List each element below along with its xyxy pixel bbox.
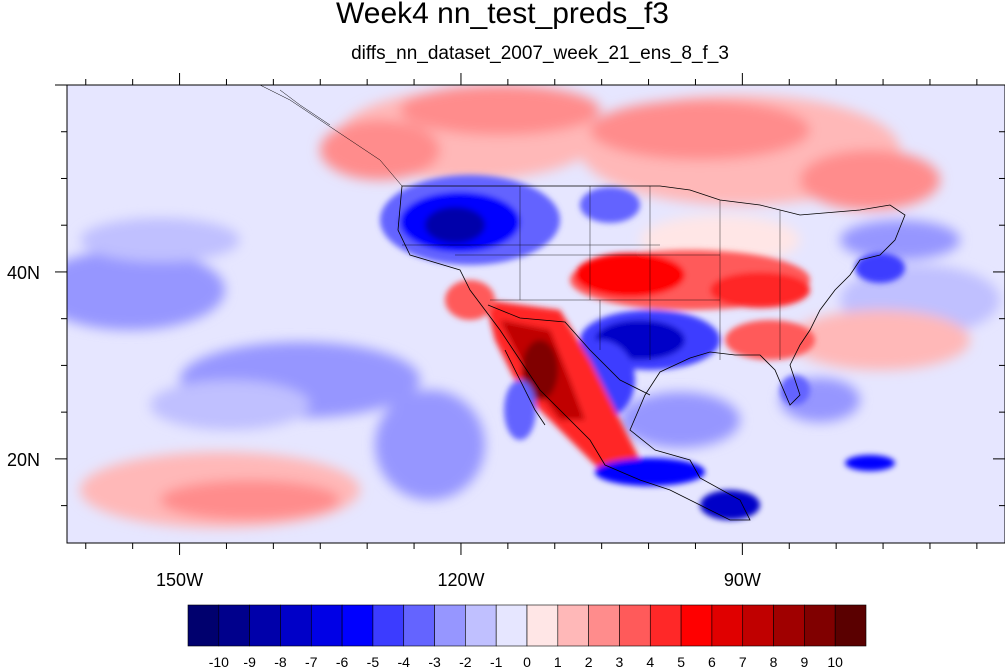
colorbar-label: 3 bbox=[616, 654, 624, 670]
colorbar-swatch bbox=[280, 604, 312, 647]
anomaly-region bbox=[522, 340, 558, 400]
colorbar-swatch bbox=[773, 604, 805, 647]
map-subtitle: diffs_nn_dataset_2007_week_21_ens_8_f_3 bbox=[351, 43, 729, 64]
anomaly-region bbox=[575, 253, 685, 297]
colorbar-label: 6 bbox=[708, 654, 716, 670]
anomaly-region bbox=[320, 120, 440, 180]
colorbar-swatch bbox=[711, 604, 744, 647]
colorbar-label: -8 bbox=[274, 654, 287, 670]
colorbar-label: -10 bbox=[209, 654, 229, 670]
state-boundaries bbox=[402, 186, 781, 360]
colorbar-swatch bbox=[310, 604, 343, 647]
colorbar-label: 8 bbox=[770, 654, 778, 670]
colorbar-swatch bbox=[372, 604, 405, 647]
map-plot-area bbox=[67, 85, 1005, 543]
colorbar-label: -2 bbox=[459, 654, 472, 670]
colorbar-label: -1 bbox=[490, 654, 503, 670]
colorbar-label: 1 bbox=[554, 654, 562, 670]
colorbar-swatch bbox=[341, 604, 374, 647]
colorbar-label: -5 bbox=[367, 654, 380, 670]
anomaly-region bbox=[67, 250, 225, 330]
colorbar-swatch bbox=[403, 604, 435, 647]
colorbar-label: -3 bbox=[428, 654, 441, 670]
map-frame bbox=[66, 84, 1005, 544]
colorbar-swatch bbox=[742, 604, 774, 647]
lat-tick-label: 40N bbox=[7, 263, 40, 283]
anomaly-region bbox=[780, 375, 810, 405]
anomaly-region bbox=[620, 392, 740, 448]
anomaly-region bbox=[425, 207, 485, 243]
colorbar-swatch bbox=[619, 604, 651, 647]
anomaly-region bbox=[710, 272, 810, 308]
axis-labels: 150W 120W 90W 40N 20N bbox=[7, 263, 761, 590]
lat-tick-label: 20N bbox=[7, 450, 40, 470]
colorbar-swatch bbox=[249, 604, 281, 647]
anomaly-field-strong bbox=[380, 175, 905, 520]
colorbar-swatch bbox=[465, 604, 497, 647]
anomaly-region bbox=[400, 85, 600, 135]
anomaly-region bbox=[840, 220, 960, 260]
anomaly-region bbox=[80, 218, 240, 262]
colorbar-label: 7 bbox=[739, 654, 747, 670]
colorbar-swatch bbox=[495, 604, 528, 647]
colorbar-label: 5 bbox=[677, 654, 685, 670]
anomaly-region bbox=[725, 320, 815, 360]
anomaly-region bbox=[845, 455, 895, 471]
colorbar-swatch bbox=[649, 604, 682, 647]
colorbar-label: -9 bbox=[243, 654, 256, 670]
colorbar-swatch bbox=[680, 604, 713, 647]
coastlines bbox=[259, 85, 403, 187]
colorbar-swatch bbox=[187, 604, 220, 647]
anomaly-region bbox=[590, 100, 810, 160]
colorbar-label: 9 bbox=[800, 654, 808, 670]
country-boundaries bbox=[397, 185, 906, 521]
colorbar-label: -6 bbox=[336, 654, 349, 670]
colorbar-swatch bbox=[526, 604, 559, 647]
lon-tick-label: 90W bbox=[724, 570, 761, 590]
colorbar-swatch bbox=[557, 604, 589, 647]
axis-ticks bbox=[55, 73, 1005, 555]
colorbar-label: 10 bbox=[827, 654, 843, 670]
colorbar-swatch bbox=[588, 604, 620, 647]
anomaly-region bbox=[790, 310, 970, 370]
lon-tick-label: 120W bbox=[437, 570, 484, 590]
colorbar: -10 -9 -8 -7 -6 -5 -4 -3 -2 -1 0 1 2 3 4 5 6 7 8 9 10 bbox=[187, 604, 867, 670]
colorbar-label: -7 bbox=[305, 654, 318, 670]
anomaly-region bbox=[595, 458, 705, 486]
anomaly-region bbox=[375, 390, 485, 500]
anomaly-region bbox=[150, 380, 310, 430]
anomaly-region bbox=[580, 187, 640, 223]
map-title: Week4 nn_test_preds_f3 bbox=[335, 0, 669, 30]
anomaly-region bbox=[504, 380, 536, 440]
colorbar-swatch bbox=[218, 604, 250, 647]
anomaly-region bbox=[855, 253, 905, 283]
colorbar-label: 2 bbox=[585, 654, 593, 670]
anomaly-region bbox=[800, 150, 940, 210]
anomaly-region bbox=[445, 280, 495, 320]
colorbar-swatch bbox=[434, 604, 466, 647]
lon-tick-label: 150W bbox=[156, 570, 203, 590]
colorbar-swatch bbox=[834, 604, 867, 647]
colorbar-label: 0 bbox=[523, 654, 531, 670]
colorbar-swatch bbox=[804, 604, 836, 647]
anomaly-region bbox=[160, 480, 340, 520]
colorbar-label: 4 bbox=[646, 654, 654, 670]
colorbar-label: -4 bbox=[398, 654, 411, 670]
